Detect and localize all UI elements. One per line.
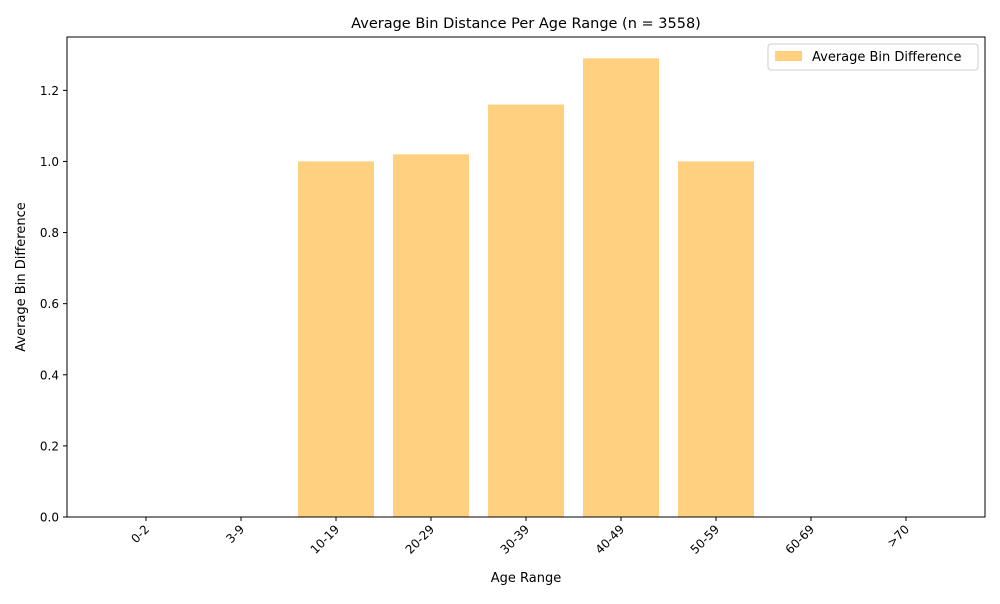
chart-title: Average Bin Distance Per Age Range (n = … (351, 16, 701, 32)
x-tick-label: 0-2 (128, 522, 152, 546)
y-tick-label: 1.0 (40, 155, 59, 169)
legend: Average Bin Difference (767, 43, 979, 71)
bar-50-59 (678, 161, 754, 517)
bar-40-49 (583, 58, 659, 517)
legend-label: Average Bin Difference (812, 50, 961, 65)
y-tick-label: 0.2 (40, 439, 59, 453)
x-tick-label: 3-9 (223, 522, 247, 546)
y-tick-label: 0.8 (40, 226, 59, 240)
y-tick-label: 0.6 (40, 297, 59, 311)
x-tick-label: 30-39 (498, 522, 533, 557)
x-axis-label: Age Range (491, 571, 561, 586)
bars-group (298, 58, 754, 518)
bar-10-19 (298, 161, 374, 517)
x-tick-label: 40-49 (593, 522, 628, 557)
y-axis-label: Average Bin Difference (14, 202, 29, 351)
x-axis: 0-2 3-9 10-19 20-29 30-39 40-49 50-59 60-69 >70 (128, 517, 912, 557)
bar-30-39 (488, 104, 564, 518)
x-tick-label: >70 (884, 522, 912, 550)
x-tick-label: 60-69 (783, 522, 818, 557)
y-tick-label: 1.2 (40, 84, 59, 98)
y-tick-label: 0.0 (40, 511, 59, 525)
y-axis: 0.0 0.2 0.4 0.6 0.8 1.0 1.2 (40, 84, 67, 525)
plot-frame (66, 36, 986, 518)
legend-box (767, 43, 979, 71)
bar-20-29 (393, 154, 469, 518)
x-tick-label: 10-19 (308, 522, 343, 557)
x-tick-label: 50-59 (688, 522, 723, 557)
legend-swatch (775, 51, 802, 61)
x-tick-label: 20-29 (403, 522, 438, 557)
y-tick-label: 0.4 (40, 368, 59, 382)
